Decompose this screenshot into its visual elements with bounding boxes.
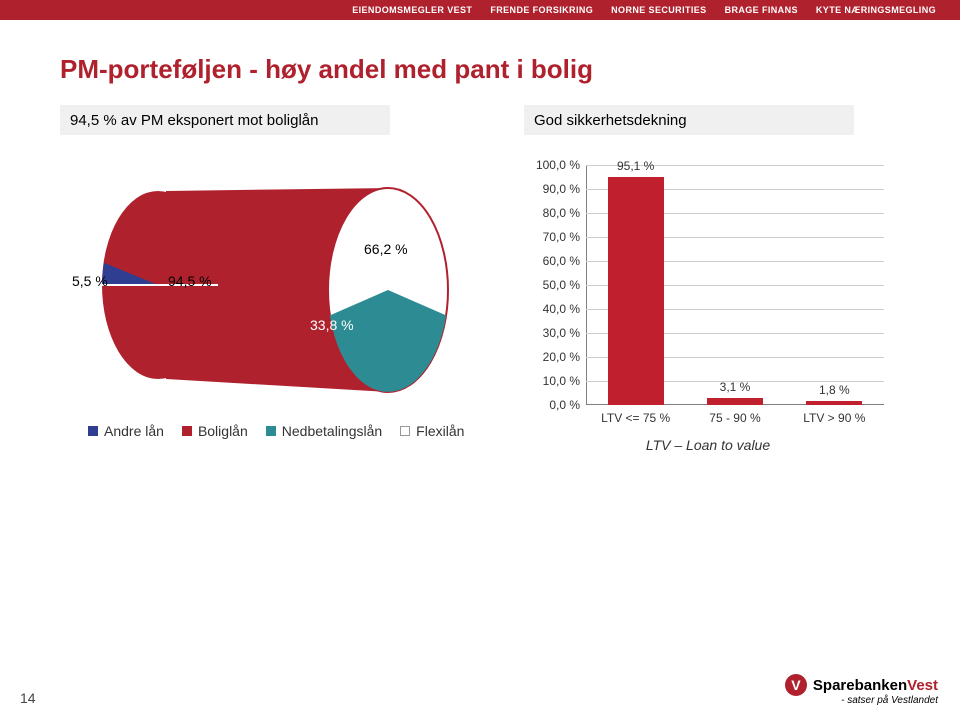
y-tick-label: 80,0 % (528, 206, 580, 220)
legend-item: Flexilån (400, 423, 464, 439)
y-tick-label: 60,0 % (528, 254, 580, 268)
y-tick-label: 30,0 % (528, 326, 580, 340)
subtitle-left: 94,5 % av PM eksponert mot boliglån (60, 105, 390, 135)
bar: 3,1 % (707, 398, 763, 405)
topnav-item: KYTE NÆRINGSMEGLING (816, 5, 936, 15)
x-tick-label: LTV <= 75 % (586, 405, 685, 435)
legend-item: Nedbetalingslån (266, 423, 382, 439)
x-labels: LTV <= 75 %75 - 90 %LTV > 90 % (586, 405, 884, 435)
bar-value-label: 3,1 % (707, 380, 763, 394)
bar-caption: LTV – Loan to value (528, 437, 888, 453)
legend-item: Boliglån (182, 423, 248, 439)
subtitle-row: 94,5 % av PM eksponert mot boliglån God … (60, 105, 960, 135)
bar-chart: 0,0 % 10,0 % 20,0 % 30,0 % 40,0 % 50,0 % 60,0 … (528, 165, 888, 435)
bar-chart-area: 0,0 % 10,0 % 20,0 % 30,0 % 40,0 % 50,0 % 60,0 … (528, 165, 888, 453)
y-tick-label: 90,0 % (528, 182, 580, 196)
y-tick-label: 20,0 % (528, 350, 580, 364)
topnav-item: FRENDE FORSIKRING (490, 5, 593, 15)
y-tick-label: 50,0 % (528, 278, 580, 292)
topnav-item: EIENDOMSMEGLER VEST (352, 5, 472, 15)
page-title: PM-porteføljen - høy andel med pant i bo… (60, 54, 960, 85)
legend-swatch (182, 426, 192, 436)
outer-red-label: 94,5 % (168, 273, 212, 289)
bar: 95,1 % (608, 177, 664, 405)
y-tick-label: 0,0 % (528, 398, 580, 412)
logo-text: SparebankenVest (813, 677, 938, 694)
x-tick-label: LTV > 90 % (785, 405, 884, 435)
bar-plotarea: 0,0 %10,0 %20,0 %30,0 %40,0 %50,0 %60,0 … (586, 165, 884, 405)
subtitle-right: God sikkerhetsdekning (524, 105, 854, 135)
legend-swatch (400, 426, 410, 436)
legend-item: Andre lån (88, 423, 164, 439)
left-chart-area: 5,5 % 94,5 % 66,2 % 33,8 % Andre lån Bol… (48, 165, 508, 439)
top-nav: EIENDOMSMEGLER VEST FRENDE FORSIKRING NO… (0, 0, 960, 20)
topnav-item: BRAGE FINANS (725, 5, 798, 15)
pie-svg (48, 165, 508, 405)
legend-swatch (266, 426, 276, 436)
x-tick-label: 75 - 90 % (685, 405, 784, 435)
y-tick-label: 70,0 % (528, 230, 580, 244)
y-tick-label: 100,0 % (528, 158, 580, 172)
inner-white-label: 66,2 % (364, 241, 408, 257)
y-tick-label: 40,0 % (528, 302, 580, 316)
y-tick-label: 10,0 % (528, 374, 580, 388)
page-number: 14 (20, 690, 36, 706)
bar-value-label: 95,1 % (608, 159, 664, 173)
pie-legend: Andre lån Boliglån Nedbetalingslån Flexi… (88, 423, 508, 439)
outer-blue-label: 5,5 % (72, 273, 108, 289)
topnav-item: NORNE SECURITIES (611, 5, 706, 15)
bar-value-label: 1,8 % (806, 383, 862, 397)
legend-swatch (88, 426, 98, 436)
logo-icon: V (785, 674, 807, 696)
inner-teal-label: 33,8 % (310, 317, 354, 333)
pie-charts: 5,5 % 94,5 % 66,2 % 33,8 % (48, 165, 508, 405)
logo-tagline: - satser på Vestlandet (841, 695, 938, 706)
brand-logo: V SparebankenVest - satser på Vestlandet (785, 674, 938, 706)
